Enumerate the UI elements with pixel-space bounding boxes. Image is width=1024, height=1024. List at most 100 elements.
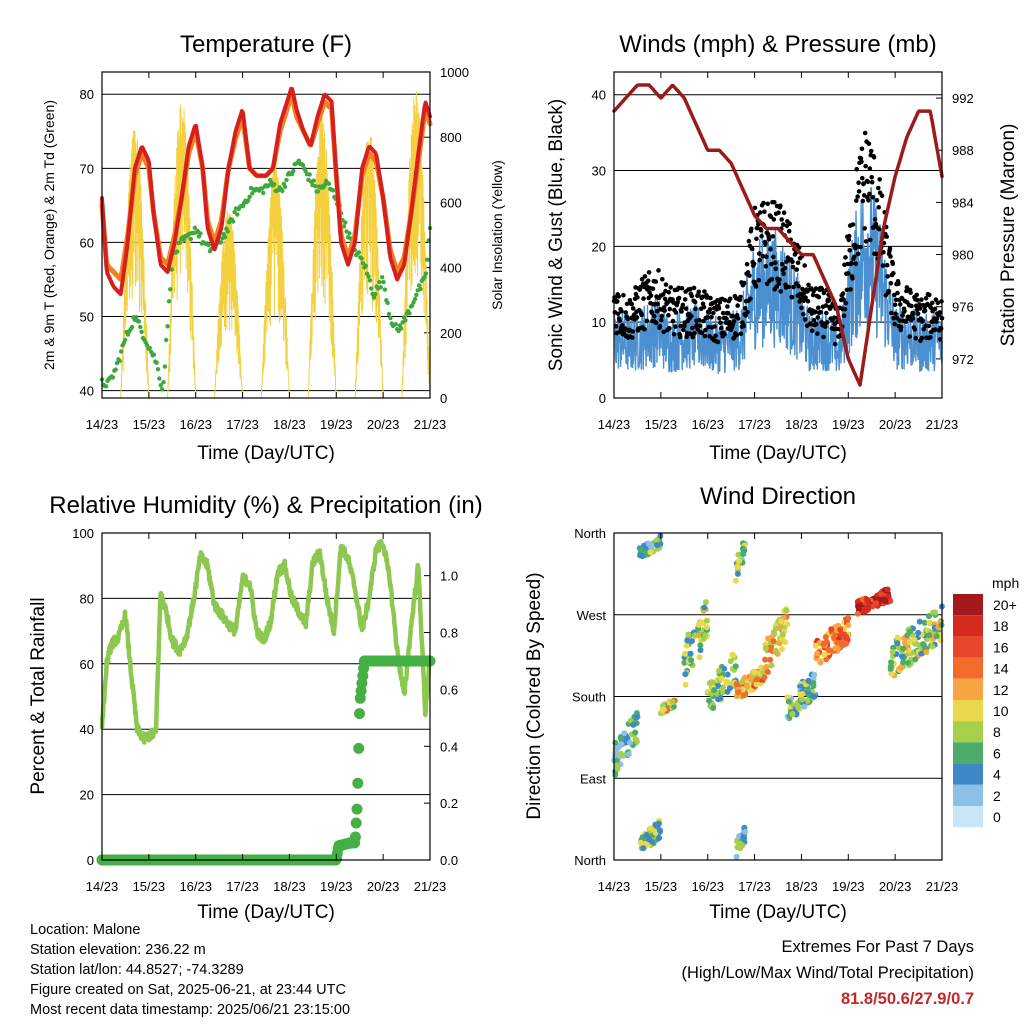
dewpoint-point — [117, 358, 123, 364]
gust-point — [639, 312, 644, 318]
gust-point — [701, 304, 707, 310]
gust-point — [858, 244, 863, 250]
gust-point — [711, 310, 716, 316]
gust-point — [843, 300, 849, 306]
gust-point — [662, 308, 667, 313]
gust-point — [860, 198, 866, 204]
gust-point — [657, 324, 663, 329]
gust-point — [876, 185, 881, 191]
direction-point — [724, 671, 731, 678]
gust-point — [795, 260, 801, 266]
gust-point — [809, 328, 815, 334]
gust-point — [765, 201, 770, 207]
x-tick-label: 17/23 — [226, 879, 259, 894]
gust-point — [747, 273, 752, 278]
gust-point — [862, 226, 867, 231]
y2-tick-label: 988 — [952, 143, 974, 158]
gust-point — [869, 179, 875, 185]
dewpoint-point — [158, 383, 163, 388]
gust-point — [872, 217, 878, 222]
gust-point — [649, 310, 655, 316]
extremes-values: 81.8/50.6/27.9/0.7 — [840, 990, 974, 1008]
gust-point — [754, 236, 759, 242]
plot-frame — [101, 532, 431, 861]
gust-point — [735, 316, 741, 321]
direction-point — [688, 638, 695, 645]
direction-point — [708, 679, 715, 685]
y-tick-label: 100 — [72, 526, 94, 541]
dewpoint-point — [423, 271, 429, 276]
gust-point — [641, 296, 646, 301]
direction-point — [933, 633, 940, 640]
x-axis-label: Time (Day/UTC) — [197, 902, 335, 923]
gust-point — [769, 261, 774, 267]
gust-point — [790, 259, 795, 265]
gust-point — [619, 309, 624, 314]
direction-point — [810, 680, 817, 686]
gust-point — [801, 312, 806, 317]
gust-point — [777, 277, 782, 283]
gust-point — [810, 292, 816, 298]
dewpoint-point — [380, 275, 385, 280]
x-tick-label: 14/23 — [598, 879, 631, 894]
gust-point — [772, 200, 777, 205]
gust-point — [890, 261, 896, 267]
gust-point — [891, 292, 897, 298]
gust-point — [831, 315, 837, 321]
humidity-precip-chart: 0 20 40 60 80 100 0.0 0.2 0.4 0.6 0.8 1.0 14/23 15/23… — [28, 492, 483, 923]
direction-point — [730, 652, 737, 659]
direction-point — [621, 730, 628, 737]
gust-point — [821, 290, 827, 296]
gust-point — [634, 315, 640, 320]
gust-point — [663, 282, 669, 287]
dewpoint-point — [307, 172, 312, 177]
gust-point — [870, 195, 875, 200]
colorbar-label: 4 — [993, 767, 1001, 783]
dewpoint-point — [250, 191, 255, 196]
gust-point — [897, 318, 903, 323]
direction-point — [797, 683, 804, 690]
direction-point — [612, 739, 619, 746]
gust-point — [898, 324, 904, 330]
direction-point — [854, 598, 861, 605]
gust-point — [716, 306, 722, 311]
gust-point — [781, 271, 786, 277]
x-tick-label: 19/23 — [832, 417, 865, 432]
gust-point — [690, 325, 695, 331]
gust-point — [863, 163, 868, 169]
direction-point — [612, 771, 619, 778]
gust-point — [722, 331, 727, 337]
gust-point — [670, 318, 676, 324]
direction-point — [779, 631, 786, 638]
dewpoint-point — [360, 261, 366, 266]
humidity-line — [99, 538, 433, 745]
direction-point — [733, 853, 740, 860]
gust-point — [644, 318, 650, 324]
direction-point — [685, 631, 692, 638]
gust-point — [624, 301, 630, 307]
wind-speed-line — [613, 187, 943, 375]
gust-point — [642, 326, 647, 332]
colorbar-label: 10 — [993, 703, 1009, 719]
direction-point — [897, 664, 904, 671]
gust-point — [776, 281, 782, 287]
y2-tick-label: 992 — [952, 91, 974, 106]
gust-point — [803, 295, 808, 300]
chart-title: Relative Humidity (%) & Precipitation (i… — [49, 492, 482, 519]
gust-point — [937, 337, 943, 342]
direction-point — [727, 658, 734, 665]
direction-point — [878, 591, 885, 598]
gust-point — [846, 233, 852, 239]
gust-point — [623, 310, 628, 315]
plot-frame — [613, 532, 943, 861]
direction-point — [810, 675, 817, 682]
gust-point — [917, 302, 922, 307]
gust-point — [867, 191, 872, 197]
gust-point — [762, 209, 767, 214]
gust-point — [908, 290, 913, 295]
gust-point — [804, 323, 810, 329]
gust-point — [684, 334, 689, 340]
colorbar-swatch — [953, 806, 983, 828]
gust-point — [715, 339, 721, 345]
y-tick-label: South — [572, 690, 606, 705]
